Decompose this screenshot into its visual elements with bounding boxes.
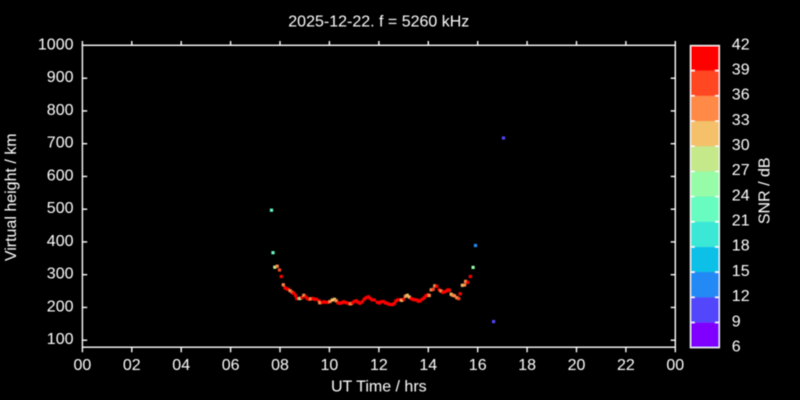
svg-text:600: 600: [47, 167, 74, 184]
svg-text:00: 00: [74, 357, 92, 374]
svg-text:300: 300: [47, 266, 74, 283]
svg-text:10: 10: [321, 357, 339, 374]
svg-text:12: 12: [370, 357, 388, 374]
svg-text:700: 700: [47, 135, 74, 152]
svg-text:UT Time / hrs: UT Time / hrs: [331, 378, 427, 395]
svg-text:02: 02: [123, 357, 141, 374]
svg-text:18: 18: [518, 357, 536, 374]
svg-text:16: 16: [469, 357, 487, 374]
svg-text:12: 12: [732, 288, 750, 305]
svg-text:24: 24: [732, 187, 750, 204]
svg-text:400: 400: [47, 233, 74, 250]
svg-text:04: 04: [172, 357, 190, 374]
svg-text:18: 18: [732, 238, 750, 255]
svg-text:100: 100: [47, 331, 74, 348]
svg-text:14: 14: [419, 357, 437, 374]
svg-text:15: 15: [732, 263, 750, 280]
svg-text:SNR / dB: SNR / dB: [756, 157, 773, 224]
svg-text:9: 9: [732, 313, 741, 330]
svg-text:36: 36: [732, 87, 750, 104]
svg-text:2025-12-22. f = 5260 kHz: 2025-12-22. f = 5260 kHz: [288, 13, 469, 30]
svg-text:22: 22: [617, 357, 635, 374]
svg-text:00: 00: [666, 357, 684, 374]
svg-text:200: 200: [47, 298, 74, 315]
svg-text:1000: 1000: [38, 36, 74, 53]
svg-text:21: 21: [732, 213, 750, 230]
svg-text:900: 900: [47, 69, 74, 86]
svg-text:33: 33: [732, 112, 750, 129]
svg-text:800: 800: [47, 102, 74, 119]
svg-text:39: 39: [732, 61, 750, 78]
svg-text:06: 06: [222, 357, 240, 374]
svg-text:6: 6: [732, 338, 741, 355]
svg-text:20: 20: [568, 357, 586, 374]
svg-text:Virtual height / km: Virtual height / km: [3, 133, 20, 261]
svg-text:27: 27: [732, 162, 750, 179]
svg-text:42: 42: [732, 36, 750, 53]
svg-text:30: 30: [732, 137, 750, 154]
svg-text:500: 500: [47, 200, 74, 217]
svg-text:08: 08: [271, 357, 289, 374]
